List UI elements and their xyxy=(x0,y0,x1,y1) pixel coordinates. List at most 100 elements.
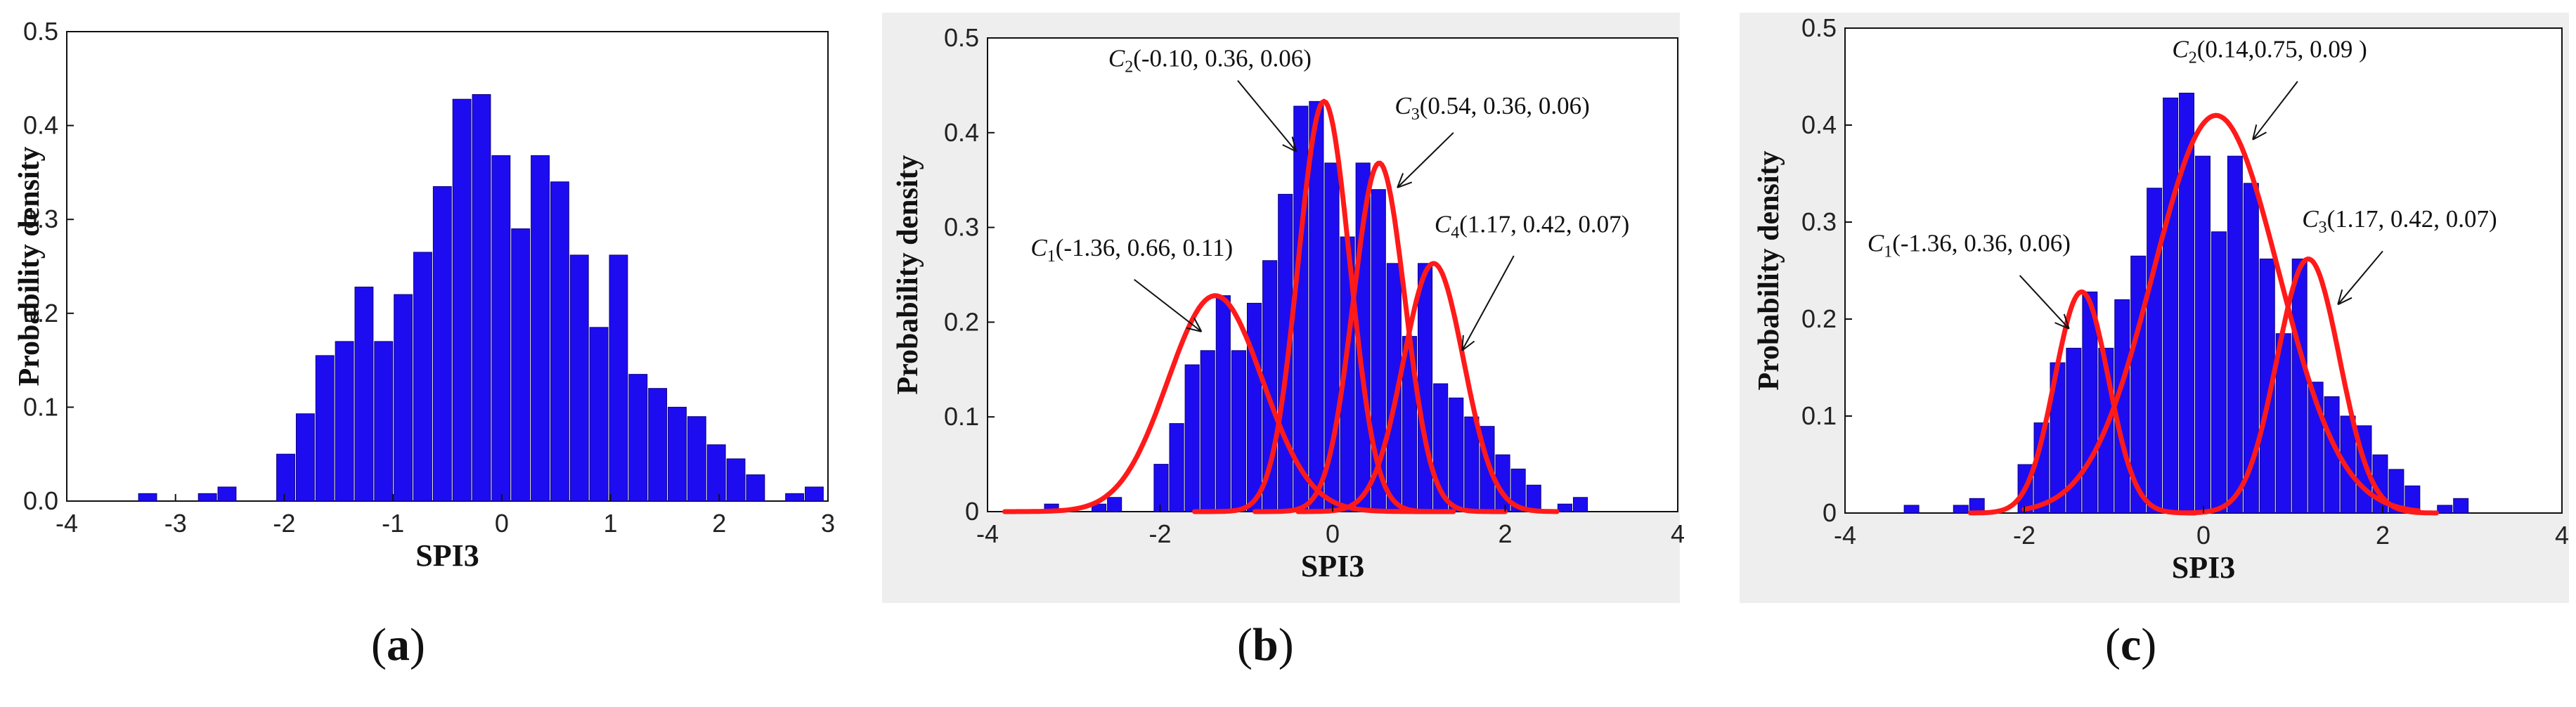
y-tick-label: 0 xyxy=(1823,498,1837,527)
histogram-bar-a-8 xyxy=(374,341,394,502)
fitted-curve-b-C3 xyxy=(1253,160,1508,514)
x-tick-label: -4 xyxy=(1834,521,1856,550)
caption-a: (a) xyxy=(371,619,425,670)
histogram-bar-a-6 xyxy=(335,341,354,502)
histogram-bar-a-1 xyxy=(198,493,217,502)
fitted-curve-c-C1 xyxy=(1968,290,2197,516)
x-tick-label: -3 xyxy=(164,509,187,538)
histogram-bar-a-24 xyxy=(687,416,706,502)
annotation-arrow-line xyxy=(2337,250,2383,305)
fitted-curve-c-C3 xyxy=(2183,257,2439,516)
fitted-curve-b-C2 xyxy=(1192,98,1456,514)
histogram-bar-c-6 xyxy=(2066,347,2082,514)
caption-c: (c) xyxy=(2105,619,2157,670)
x-tick-label: -4 xyxy=(976,519,999,548)
histogram-bar-a-26 xyxy=(726,458,746,502)
y-tick-label: 0.2 xyxy=(23,299,58,327)
histogram-bar-a-22 xyxy=(648,388,668,502)
histogram-bar-c-9 xyxy=(2114,299,2130,514)
histogram-bar-c-17 xyxy=(2243,183,2259,514)
x-axis-label: SPI3 xyxy=(2172,550,2235,585)
histogram-bar-a-19 xyxy=(589,327,609,502)
fitted-curve-c-C2 xyxy=(2021,112,2421,514)
y-tick-label: 0.4 xyxy=(23,111,58,140)
x-tick-label: 2 xyxy=(2376,521,2390,550)
x-tick-label: 4 xyxy=(1671,519,1685,548)
histogram-bar-a-27 xyxy=(746,474,765,502)
annotation-arrow-head xyxy=(1186,318,1203,332)
histogram-bar-a-21 xyxy=(628,374,648,502)
histogram-bar-b-3 xyxy=(1153,464,1169,512)
histogram-bar-a-12 xyxy=(452,98,472,502)
histogram-bar-c-0 xyxy=(1903,505,1920,514)
histogram-bar-a-20 xyxy=(609,254,628,502)
histogram-bar-a-0 xyxy=(138,493,157,502)
histogram-bar-b-6 xyxy=(1200,350,1215,512)
y-tick-label: 0.1 xyxy=(23,392,58,421)
y-axis-label: Probability density xyxy=(13,146,46,386)
annotation-arrow-head xyxy=(1397,173,1413,188)
histogram-bar-a-25 xyxy=(706,444,726,502)
annotation-arrow-line xyxy=(1134,278,1203,332)
histogram-bar-a-4 xyxy=(295,413,315,502)
histogram-bar-c-20 xyxy=(2291,258,2308,514)
y-tick-label: 0.5 xyxy=(1801,13,1837,42)
histogram-bar-b-7 xyxy=(1215,295,1231,512)
y-tick-label: 0.3 xyxy=(1801,207,1837,236)
y-axis-label: Probability density xyxy=(1753,150,1785,390)
histogram-bar-a-2 xyxy=(217,486,237,502)
annotation-b-C3: C3(0.54, 0.36, 0.06) xyxy=(1394,92,1589,124)
histogram-bar-c-14 xyxy=(2195,155,2211,514)
histogram-bar-c-11 xyxy=(2147,188,2163,514)
histogram-bar-c-18 xyxy=(2259,258,2275,514)
y-tick-label: 0.2 xyxy=(944,307,979,336)
histogram-bar-b-2 xyxy=(1107,497,1122,512)
histogram-bar-c-12 xyxy=(2163,97,2179,514)
y-tick-label: 0.0 xyxy=(23,486,58,515)
chart-panel-a: -4 -3 -2 -1 0 1 2 3 0.0 0.1 0.2 0.3 0.4 0.5 SPI3 Probab… xyxy=(13,17,835,573)
caption-c-letter: c xyxy=(2120,619,2142,670)
annotation-arrow-line xyxy=(2252,81,2298,141)
x-tick-label: -2 xyxy=(273,509,295,538)
histogram-bar-c-26 xyxy=(2388,469,2405,514)
x-tick-label: 0 xyxy=(2196,521,2211,550)
annotation-b-C1: C1(-1.36, 0.66, 0.11) xyxy=(1030,234,1233,266)
histogram-bar-b-5 xyxy=(1184,364,1200,512)
x-tick-label: 0 xyxy=(495,509,509,538)
y-axis-label: Probability density xyxy=(892,155,924,394)
caption-b-letter: b xyxy=(1252,619,1279,670)
x-tick-label: 2 xyxy=(1498,519,1512,548)
annotation-arrow-line xyxy=(1237,80,1297,153)
annotation-arrow-head xyxy=(1461,335,1475,351)
histogram-bar-a-9 xyxy=(394,294,413,502)
histogram-bar-b-4 xyxy=(1169,423,1184,512)
y-tick-label: 0.1 xyxy=(1801,401,1837,430)
histogram-bar-b-26 xyxy=(1510,468,1526,512)
y-tick-label: 0.4 xyxy=(944,118,979,147)
caption-b: (b) xyxy=(1237,619,1294,670)
histogram-bar-c-29 xyxy=(2453,498,2469,514)
annotation-arrow-head xyxy=(2252,124,2267,141)
chart-panel-b: -4 -2 0 2 4 0 0.1 0.2 0.3 0.4 0.5 SPI3 Probability d… xyxy=(892,23,1685,583)
chart-panel-c: -4 -2 0 2 4 0 0.1 0.2 0.3 0.4 0.5 SPI3 Probability d… xyxy=(1753,13,2569,585)
fitted-curve-b-C4 xyxy=(1295,261,1560,514)
annotation-b-C2: C2(-0.10, 0.36, 0.06) xyxy=(1108,44,1312,76)
histogram-bar-b-8 xyxy=(1231,350,1246,512)
histogram-bar-a-23 xyxy=(668,406,687,502)
y-tick-label: 0.5 xyxy=(944,23,979,52)
histogram-bar-b-12 xyxy=(1293,105,1309,512)
x-axis-label: SPI3 xyxy=(415,538,479,573)
x-tick-label: 3 xyxy=(821,509,835,538)
y-tick-label: 0.2 xyxy=(1801,304,1837,333)
x-tick-label: 2 xyxy=(712,509,726,538)
x-axis-label: SPI3 xyxy=(1301,549,1364,583)
annotation-arrow-head xyxy=(2337,289,2352,306)
annotation-arrow-line xyxy=(1461,255,1515,351)
histogram-bar-c-28 xyxy=(2437,505,2453,514)
histogram-bar-a-16 xyxy=(531,155,550,502)
annotation-arrow-line xyxy=(2019,275,2070,330)
histogram-bar-a-11 xyxy=(432,186,452,502)
histogram-bar-b-20 xyxy=(1418,263,1433,512)
x-tick-label: 1 xyxy=(604,509,618,538)
